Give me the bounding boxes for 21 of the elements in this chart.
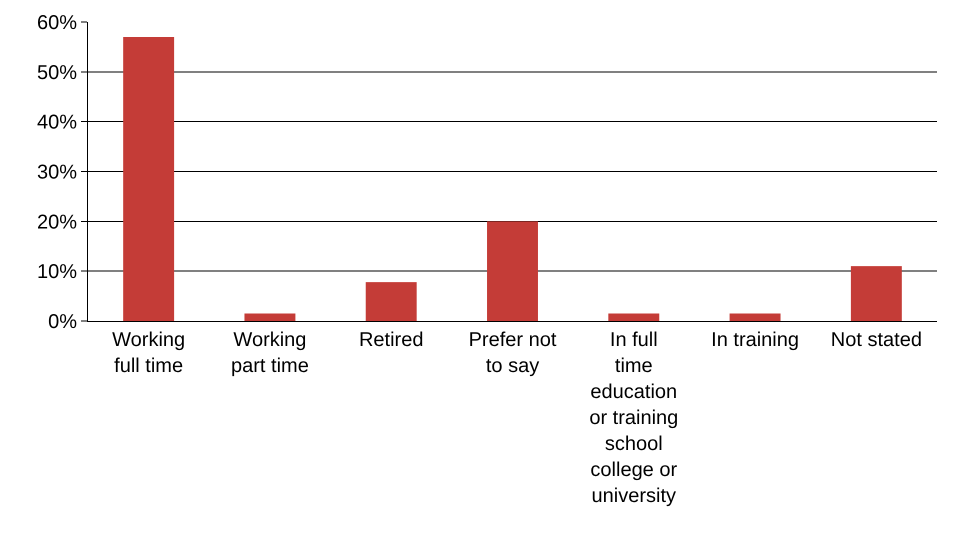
x-tick-label: In full time education or training school college or university xyxy=(589,329,678,507)
bar xyxy=(123,36,174,321)
bar xyxy=(487,221,538,321)
x-tick-label: In training xyxy=(711,329,799,351)
y-tick-label: 60% xyxy=(36,12,78,34)
bar xyxy=(850,266,902,321)
bar xyxy=(244,314,296,321)
y-tick-label: 0% xyxy=(48,311,78,333)
y-tick-label: 40% xyxy=(36,112,78,134)
y-tick-label: 10% xyxy=(36,261,78,284)
y-tick-label: 30% xyxy=(36,162,78,184)
x-tick-label: Retired xyxy=(358,329,424,351)
y-tick-label: 50% xyxy=(36,62,78,84)
x-tick-label: Working full time xyxy=(112,329,186,377)
x-tick-label: Working part time xyxy=(231,329,309,377)
x-tick-label: Prefer not to say xyxy=(468,329,557,377)
y-tick-label: 20% xyxy=(36,211,78,234)
bar xyxy=(366,282,417,321)
bar xyxy=(730,314,781,321)
bar xyxy=(608,314,660,321)
x-tick-label: Not stated xyxy=(830,329,922,351)
